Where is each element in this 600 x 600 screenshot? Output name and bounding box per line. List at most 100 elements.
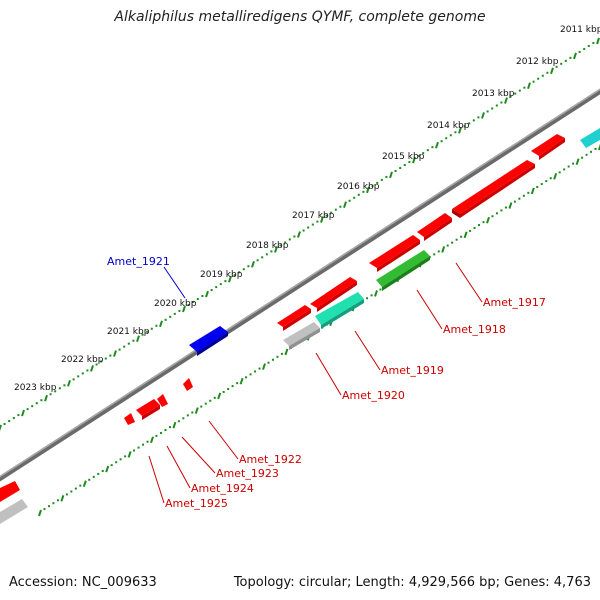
gene-amet-1921[interactable] <box>189 326 228 352</box>
minor-tick <box>192 300 195 303</box>
gene-label-amet-1917[interactable]: Amet_1917 <box>483 296 546 309</box>
minor-tick <box>146 330 149 333</box>
minor-tick <box>513 200 516 203</box>
gene-label-amet-1919[interactable]: Amet_1919 <box>381 364 444 377</box>
minor-tick <box>100 360 103 363</box>
minor-tick <box>267 361 270 364</box>
minor-tick <box>159 431 162 434</box>
minor-tick <box>270 250 273 253</box>
minor-tick <box>408 161 411 164</box>
minor-tick <box>119 458 122 461</box>
minor-tick <box>40 399 43 402</box>
minor-tick <box>523 86 526 89</box>
minor-tick <box>585 153 588 156</box>
gene-amet-1922[interactable] <box>183 378 193 391</box>
gene-label-amet-1918[interactable]: Amet_1918 <box>443 323 506 336</box>
minor-tick <box>376 181 379 184</box>
major-tick <box>374 290 378 297</box>
minor-tick <box>366 297 369 300</box>
major-tick <box>172 421 177 429</box>
minor-tick <box>155 324 158 327</box>
minor-tick <box>110 464 113 467</box>
scale-label: 2021 kbp <box>107 327 150 337</box>
major-tick <box>105 465 110 473</box>
gene-amet-1917[interactable] <box>452 160 535 214</box>
minor-tick <box>118 348 121 351</box>
minor-tick <box>569 56 572 59</box>
gene-amet-1920-grey[interactable] <box>283 322 320 346</box>
minor-tick <box>518 197 521 200</box>
minor-tick <box>92 475 95 478</box>
gene-label-amet-1923[interactable]: Amet_1923 <box>216 467 279 480</box>
minor-tick <box>123 345 126 348</box>
minor-tick <box>394 169 397 172</box>
minor-tick <box>445 137 448 140</box>
major-tick <box>508 202 513 209</box>
gene-label-amet-1921[interactable]: Amet_1921 <box>107 255 170 268</box>
major-tick <box>60 495 65 502</box>
minor-tick <box>169 315 172 318</box>
minor-tick <box>43 508 46 511</box>
minor-tick <box>541 74 544 77</box>
minor-tick <box>224 280 227 283</box>
major-tick <box>596 37 600 45</box>
gene-amet-1925[interactable] <box>124 413 135 425</box>
minor-tick <box>47 505 50 508</box>
major-tick <box>44 394 48 402</box>
minor-tick <box>330 211 333 214</box>
gene-amet-1918b[interactable] <box>369 235 420 268</box>
minor-tick <box>469 229 472 232</box>
minor-tick <box>334 208 337 211</box>
minor-tick <box>527 191 530 194</box>
minor-tick <box>422 152 425 155</box>
minor-tick <box>245 376 248 379</box>
gene-label-amet-1920[interactable]: Amet_1920 <box>342 389 405 402</box>
minor-tick <box>426 149 429 152</box>
minor-tick <box>155 434 158 437</box>
minor-tick <box>500 101 503 104</box>
gene-left-red[interactable] <box>0 481 20 502</box>
minor-tick <box>132 339 135 342</box>
minor-tick <box>182 417 185 420</box>
gene-label-amet-1925[interactable]: Amet_1925 <box>165 497 228 510</box>
minor-tick <box>242 268 245 271</box>
minor-tick <box>578 50 581 53</box>
gene-amet-1920-upper[interactable] <box>310 277 357 308</box>
minor-tick <box>463 125 466 128</box>
minor-tick <box>478 224 481 227</box>
gene-right-cyan[interactable] <box>580 128 600 148</box>
minor-tick <box>437 250 440 253</box>
gene-left-grey[interactable] <box>0 499 28 524</box>
minor-tick <box>486 110 489 113</box>
major-tick <box>113 350 117 357</box>
accession-label: Accession: <box>9 575 78 590</box>
gene-amet-1919-teal[interactable] <box>315 292 364 325</box>
gene-amet-1920-lower[interactable] <box>277 305 311 327</box>
gene-amet-1924[interactable] <box>136 399 160 416</box>
gene-label-amet-1924[interactable]: Amet_1924 <box>191 482 254 495</box>
minor-tick <box>74 487 77 490</box>
major-tick <box>486 216 490 224</box>
minor-tick <box>173 312 176 315</box>
minor-tick <box>560 62 563 65</box>
major-tick <box>274 246 278 253</box>
minor-tick <box>440 140 443 143</box>
gene-label-amet-1922[interactable]: Amet_1922 <box>239 453 302 466</box>
minor-tick <box>325 214 328 217</box>
minor-tick <box>191 411 194 414</box>
major-tick <box>0 424 2 432</box>
minor-tick <box>142 443 145 446</box>
minor-tick <box>555 65 558 68</box>
gene-right-red[interactable] <box>531 134 565 156</box>
minor-tick <box>52 502 55 505</box>
scale-label: 2014 kbp <box>427 121 470 131</box>
minor-tick <box>417 155 420 158</box>
gene-amet-1918-green[interactable] <box>376 250 430 287</box>
minor-tick <box>380 178 383 181</box>
gene-labels: Amet_1917 Amet_1918 Amet_1919 Amet_1920 … <box>107 255 546 510</box>
scale-label: 2016 kbp <box>337 182 380 192</box>
major-tick <box>21 409 25 417</box>
minor-tick <box>35 402 38 405</box>
gene-amet-1918[interactable] <box>417 213 452 237</box>
gene-amet-1923[interactable] <box>157 394 168 407</box>
